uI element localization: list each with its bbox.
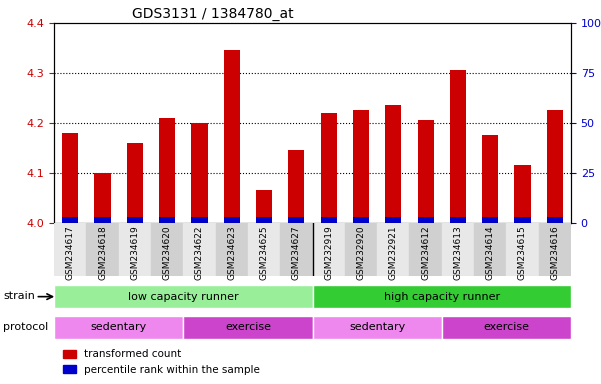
Text: GSM232920: GSM232920 — [356, 225, 365, 280]
Bar — [288, 151, 305, 223]
Bar — [54, 223, 87, 276]
Bar — [159, 118, 175, 223]
Bar — [442, 223, 474, 276]
Bar — [127, 143, 143, 223]
Bar — [248, 223, 280, 276]
Text: GSM232921: GSM232921 — [389, 225, 398, 280]
FancyBboxPatch shape — [54, 316, 183, 339]
Text: GSM234625: GSM234625 — [260, 225, 269, 280]
Bar — [482, 217, 498, 223]
Bar — [514, 217, 531, 223]
FancyBboxPatch shape — [54, 285, 313, 308]
Bar — [385, 217, 401, 223]
Bar — [159, 217, 175, 223]
Text: GSM234617: GSM234617 — [66, 225, 75, 280]
Bar — [538, 223, 571, 276]
Bar — [450, 217, 466, 223]
Bar — [191, 123, 207, 223]
Text: GDS3131 / 1384780_at: GDS3131 / 1384780_at — [132, 7, 293, 21]
Bar — [353, 111, 369, 223]
FancyBboxPatch shape — [183, 316, 313, 339]
Bar — [547, 111, 563, 223]
Text: GSM234614: GSM234614 — [486, 225, 495, 280]
Bar — [87, 223, 118, 276]
Text: exercise: exercise — [483, 322, 529, 333]
Bar — [313, 223, 345, 276]
Bar — [94, 173, 111, 223]
Bar — [320, 217, 337, 223]
Text: GSM232919: GSM232919 — [324, 225, 333, 280]
Text: strain: strain — [3, 291, 35, 301]
Text: low capacity runner: low capacity runner — [128, 291, 239, 302]
Bar — [216, 223, 248, 276]
Text: GSM234627: GSM234627 — [292, 225, 301, 280]
Bar — [418, 121, 434, 223]
Bar — [62, 133, 78, 223]
FancyBboxPatch shape — [313, 285, 571, 308]
Text: GSM234618: GSM234618 — [98, 225, 107, 280]
Text: high capacity runner: high capacity runner — [383, 291, 500, 302]
Text: sedentary: sedentary — [91, 322, 147, 333]
Bar — [224, 217, 240, 223]
Bar — [353, 217, 369, 223]
Bar — [256, 190, 272, 223]
Text: GSM234615: GSM234615 — [518, 225, 527, 280]
Text: protocol: protocol — [3, 322, 48, 332]
Bar — [377, 223, 409, 276]
Bar — [474, 223, 506, 276]
Bar — [288, 217, 305, 223]
Text: exercise: exercise — [225, 322, 271, 333]
Bar — [482, 136, 498, 223]
Bar — [127, 217, 143, 223]
Bar — [256, 217, 272, 223]
Legend: transformed count, percentile rank within the sample: transformed count, percentile rank withi… — [59, 345, 264, 379]
Bar — [345, 223, 377, 276]
Bar — [450, 71, 466, 223]
Bar — [151, 223, 183, 276]
Bar — [183, 223, 216, 276]
Bar — [191, 217, 207, 223]
Bar — [514, 165, 531, 223]
Text: GSM234622: GSM234622 — [195, 225, 204, 280]
Text: GSM234623: GSM234623 — [227, 225, 236, 280]
Bar — [418, 217, 434, 223]
Text: sedentary: sedentary — [349, 322, 405, 333]
Text: GSM234619: GSM234619 — [130, 225, 139, 280]
Bar — [62, 217, 78, 223]
Bar — [385, 106, 401, 223]
Bar — [547, 217, 563, 223]
Bar — [409, 223, 442, 276]
Bar — [280, 223, 313, 276]
Text: GSM234616: GSM234616 — [551, 225, 560, 280]
Bar — [506, 223, 538, 276]
FancyBboxPatch shape — [313, 316, 442, 339]
Text: GSM234613: GSM234613 — [453, 225, 462, 280]
FancyBboxPatch shape — [442, 316, 571, 339]
Text: GSM234620: GSM234620 — [163, 225, 172, 280]
Bar — [224, 51, 240, 223]
Bar — [118, 223, 151, 276]
Text: GSM234612: GSM234612 — [421, 225, 430, 280]
Bar — [320, 113, 337, 223]
Bar — [94, 217, 111, 223]
